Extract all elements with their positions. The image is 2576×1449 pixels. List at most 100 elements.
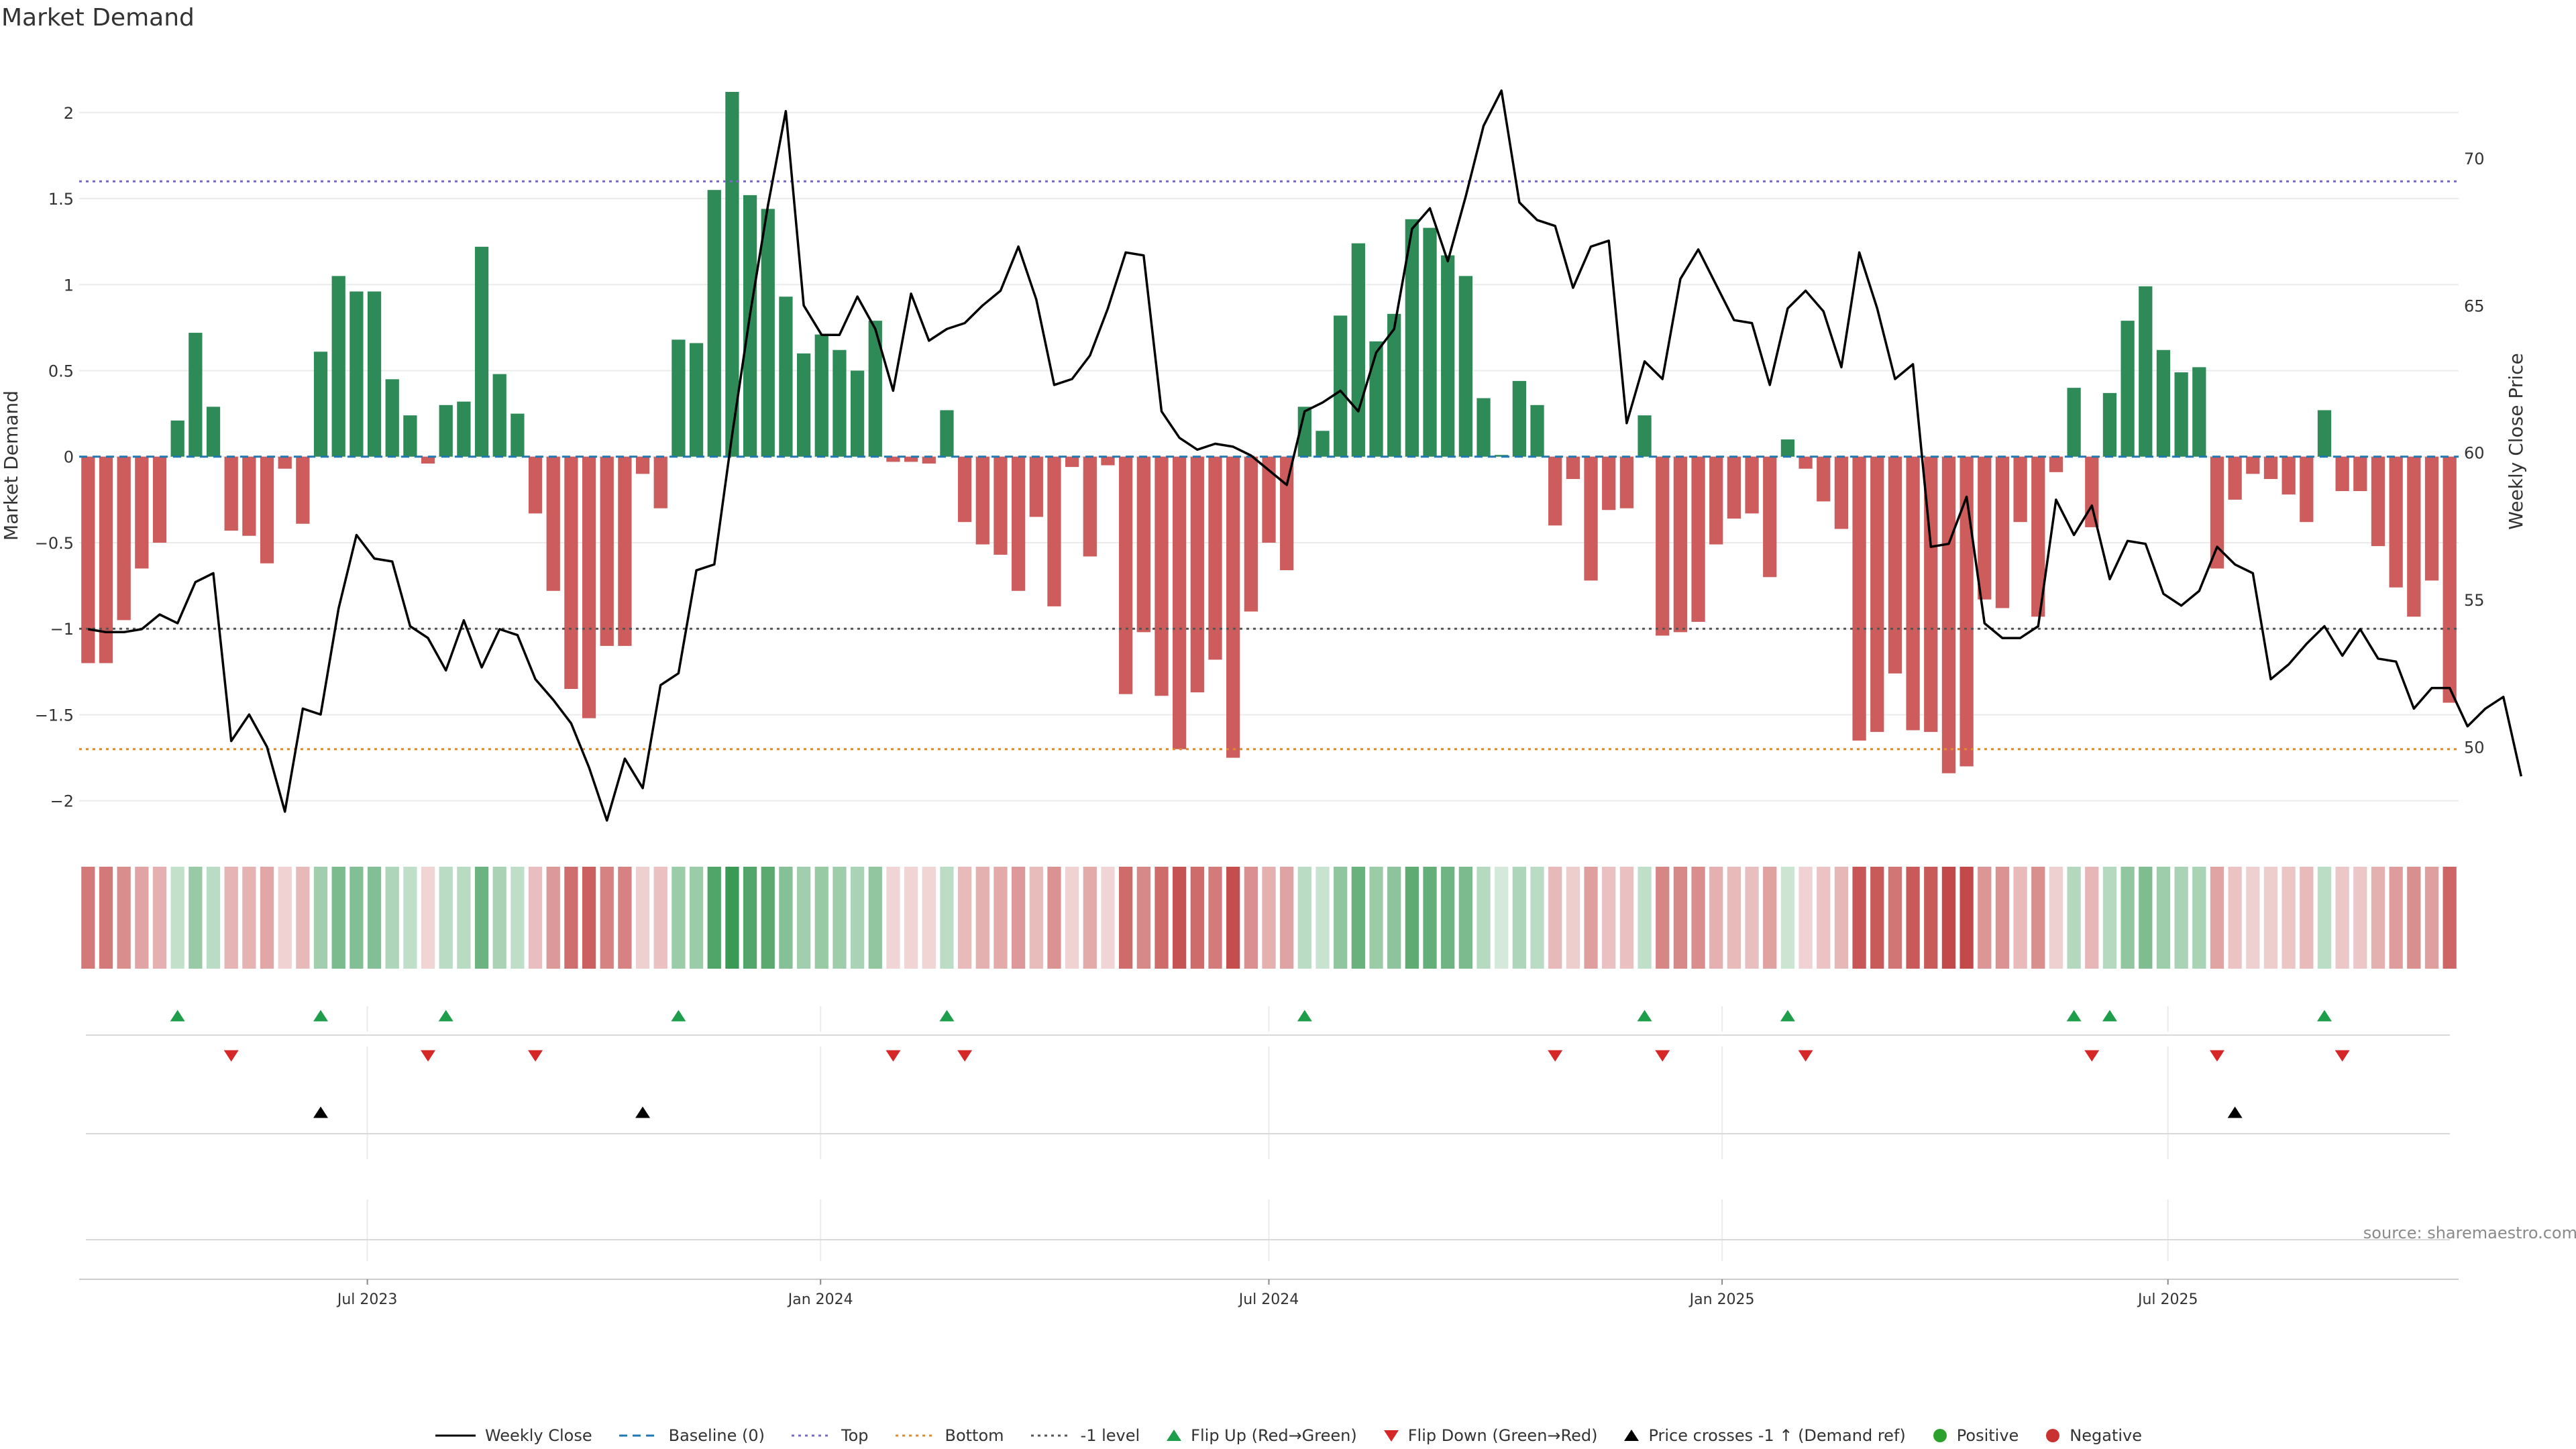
demand-bar (2246, 456, 2260, 474)
heat-strip-cell (1495, 867, 1509, 969)
heat-strip-cell (2282, 867, 2296, 969)
heat-strip-cell (2263, 867, 2278, 969)
demand-bar (2156, 350, 2171, 457)
demand-bar (1530, 405, 1544, 457)
legend-symbol (792, 1434, 832, 1437)
demand-bar (814, 334, 828, 457)
heat-strip-cell (1745, 867, 1759, 969)
demand-bar (170, 420, 184, 457)
demand-bar (1065, 456, 1079, 468)
y-tick-label: −1.5 (35, 706, 74, 724)
legend-label: Top (841, 1426, 869, 1445)
demand-bar (2263, 456, 2278, 480)
demand-bar (189, 333, 203, 457)
demand-bar (1101, 456, 1115, 466)
heat-strip-cell (2443, 867, 2457, 969)
demand-bar (439, 405, 453, 457)
heat-strip-cell (2049, 867, 2063, 969)
heat-strip-cell (2371, 867, 2385, 969)
demand-bar (1602, 456, 1616, 511)
demand-bar (331, 276, 345, 457)
demand-bar (2282, 456, 2296, 495)
heat-strip-cell (152, 867, 167, 969)
heat-strip-cell (1280, 867, 1294, 969)
flip-down-marker (421, 1050, 436, 1062)
legend-item: Weekly Close (434, 1426, 592, 1445)
demand-bar (1656, 456, 1670, 636)
demand-bar (1369, 341, 1383, 457)
demand-bar (975, 456, 989, 545)
legend-label: Flip Down (Green→Red) (1407, 1426, 1598, 1445)
demand-bar (296, 456, 310, 524)
demand-bar (242, 456, 256, 536)
legend-symbol (2046, 1429, 2060, 1442)
heat-strip-cell (260, 867, 274, 969)
demand-bar (2424, 456, 2439, 581)
heat-strip-cell (367, 867, 382, 969)
demand-bar (1763, 456, 1777, 578)
heat-strip-cell (2192, 867, 2206, 969)
heat-strip-cell (1512, 867, 1527, 969)
heat-strip-cell (1852, 867, 1866, 969)
heat-strip-cell (1369, 867, 1383, 969)
heat-strip-cell (1727, 867, 1741, 969)
demand-bar (278, 456, 292, 469)
flip-up-marker (170, 1010, 185, 1022)
heat-strip-cell (689, 867, 704, 969)
heat-strip-cell (224, 867, 238, 969)
x-tick-label: Jan 2024 (787, 1291, 853, 1308)
demand-bar (1691, 456, 1705, 622)
legend-item: Flip Up (Red→Green) (1165, 1426, 1357, 1445)
demand-bar (1638, 415, 1652, 457)
demand-bar (1226, 456, 1240, 758)
flip-down-marker (885, 1050, 901, 1062)
heat-strip-cell (2174, 867, 2188, 969)
demand-bar (1405, 219, 1419, 457)
heat-strip-cell (1226, 867, 1240, 969)
demand-bar (2210, 456, 2224, 569)
heat-strip-cell (1566, 867, 1580, 969)
demand-bar (367, 291, 382, 457)
flip-up-marker (2316, 1010, 2332, 1022)
flip-down-marker (223, 1050, 239, 1062)
demand-bar (886, 456, 900, 462)
demand-bar (707, 190, 721, 457)
heat-strip-cell (618, 867, 632, 969)
heat-strip-cell (1548, 867, 1562, 969)
legend-label: Positive (1956, 1426, 2019, 1445)
demand-bar (511, 413, 525, 457)
heat-strip-cell (975, 867, 989, 969)
chart-legend: Weekly Close Baseline (0) Top Bottom -1 leve… (0, 1426, 2576, 1445)
heat-strip-cell (1136, 867, 1150, 969)
y-tick-label: 2 (64, 104, 74, 123)
heat-strip-cell (1870, 867, 1884, 969)
heat-strip-cell (796, 867, 811, 969)
demand-bar (1458, 276, 1472, 457)
demand-bar (2174, 372, 2188, 457)
flip-up-marker (1297, 1010, 1312, 1022)
heat-strip-cell (331, 867, 345, 969)
heat-strip-cell (1208, 867, 1222, 969)
demand-bar (1083, 456, 1097, 557)
demand-bar (904, 456, 918, 462)
y-tick-label: 0 (64, 448, 74, 467)
demand-bar (1512, 380, 1527, 457)
y-axis-label: Market Demand (0, 390, 22, 541)
demand-bar (1548, 456, 1562, 526)
heat-strip-cell (1584, 867, 1598, 969)
heat-strip-cell (1960, 867, 1974, 969)
demand-bar (350, 291, 364, 457)
demand-bar (1995, 456, 2010, 608)
legend-label: Negative (2070, 1426, 2143, 1445)
demand-bar (1297, 407, 1311, 457)
heat-strip-cell (511, 867, 525, 969)
demand-bar (725, 91, 739, 457)
heat-strip-cell (1244, 867, 1258, 969)
heat-strip-cell (403, 867, 417, 969)
demand-bar (1673, 456, 1688, 633)
heat-strip-cell (2085, 867, 2099, 969)
y-tick-label: 1 (64, 276, 74, 294)
demand-bar (2102, 392, 2117, 457)
demand-bar (2067, 388, 2081, 457)
y2-tick-label: 65 (2464, 297, 2485, 315)
